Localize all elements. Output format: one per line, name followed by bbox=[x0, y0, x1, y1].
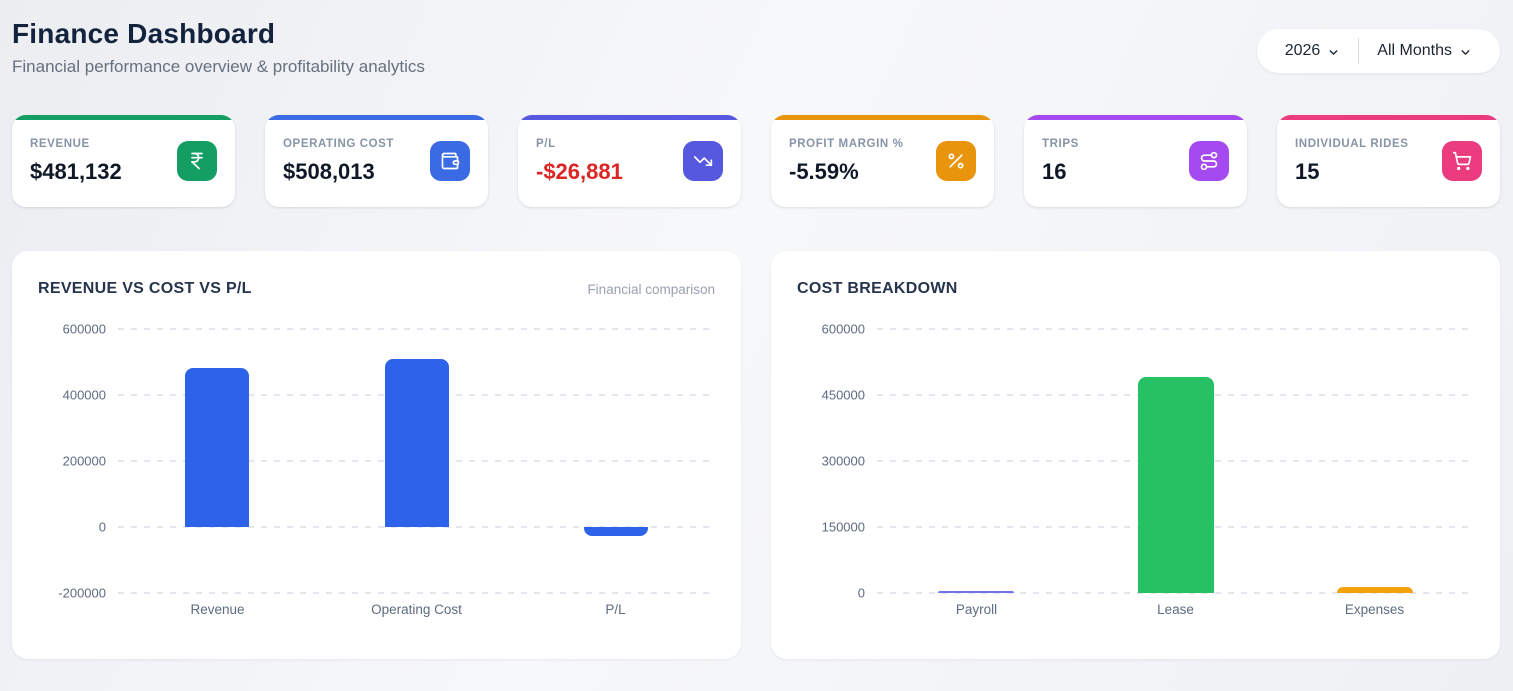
bar-p-l[interactable] bbox=[583, 527, 648, 536]
chart-title: COST BREAKDOWN bbox=[797, 280, 958, 297]
kpi-label: PROFIT MARGIN % bbox=[789, 137, 904, 150]
kpi-text: P/L -$26,881 bbox=[536, 138, 623, 185]
wallet-icon bbox=[430, 141, 470, 181]
page-header: Finance Dashboard Financial performance … bbox=[12, 18, 1500, 77]
x-tick-label: Operating Cost bbox=[371, 602, 462, 617]
finance-dashboard-page: Finance Dashboard Financial performance … bbox=[12, 18, 1500, 659]
indian-rupee-icon bbox=[177, 141, 217, 181]
gridline bbox=[118, 328, 711, 330]
x-axis: Payroll Lease Expenses bbox=[877, 602, 1474, 626]
y-tick-label: 0 bbox=[857, 585, 865, 601]
kpi-label: TRIPS bbox=[1042, 137, 1079, 150]
chevron-down-icon bbox=[1461, 49, 1470, 55]
chevron-down-icon bbox=[1329, 49, 1338, 55]
y-axis: 600000 450000 300000 150000 0 bbox=[797, 322, 877, 601]
kpi-card-trips: TRIPS 16 bbox=[1024, 115, 1247, 207]
chart-cost-breakdown: COST BREAKDOWN 600000 450000 300000 150000 0… bbox=[771, 251, 1500, 659]
y-tick-label: 200000 bbox=[62, 453, 106, 469]
bar-payroll[interactable] bbox=[938, 590, 1015, 593]
y-tick-label: 400000 bbox=[62, 387, 106, 403]
x-axis: Revenue Operating Cost P/L bbox=[118, 602, 715, 626]
kpi-text: REVENUE $481,132 bbox=[30, 138, 122, 185]
x-tick-label: P/L bbox=[605, 602, 626, 617]
month-select[interactable]: All Months bbox=[1359, 29, 1490, 73]
x-tick-label: Expenses bbox=[1344, 602, 1405, 617]
header-text-block: Finance Dashboard Financial performance … bbox=[12, 18, 425, 77]
plot-area: Revenue Operating Cost P/L bbox=[118, 328, 715, 626]
y-tick-label: 0 bbox=[98, 519, 106, 535]
plot bbox=[118, 328, 715, 594]
year-select[interactable]: 2026 bbox=[1267, 29, 1359, 73]
kpi-label: INDIVIDUAL RIDES bbox=[1295, 137, 1409, 150]
plot bbox=[877, 328, 1474, 594]
kpi-value: $481,132 bbox=[30, 158, 122, 184]
gridline bbox=[118, 592, 711, 594]
charts-row: REVENUE VS COST VS P/L Financial compari… bbox=[12, 251, 1500, 659]
kpi-text: OPERATING COST $508,013 bbox=[283, 138, 394, 185]
kpi-card-individual-rides: INDIVIDUAL RIDES 15 bbox=[1277, 115, 1500, 207]
gridline bbox=[877, 328, 1470, 330]
kpi-value: -$26,881 bbox=[536, 158, 623, 184]
kpi-text: TRIPS 16 bbox=[1042, 138, 1079, 185]
kpi-value: $508,013 bbox=[283, 158, 375, 184]
kpi-label: REVENUE bbox=[30, 137, 90, 150]
chart-revenue-vs-cost-vs-pl: REVENUE VS COST VS P/L Financial compari… bbox=[12, 251, 741, 659]
shopping-cart-icon bbox=[1442, 141, 1482, 181]
kpi-label: P/L bbox=[536, 137, 556, 150]
y-tick-label: -200000 bbox=[58, 585, 106, 601]
chart-subtitle: Financial comparison bbox=[587, 281, 715, 297]
kpi-text: PROFIT MARGIN % -5.59% bbox=[789, 138, 903, 185]
kpi-text: INDIVIDUAL RIDES 15 bbox=[1295, 138, 1409, 185]
bar-expenses[interactable] bbox=[1336, 587, 1413, 593]
kpi-card-pl: P/L -$26,881 bbox=[518, 115, 741, 207]
kpi-card-operating-cost: OPERATING COST $508,013 bbox=[265, 115, 488, 207]
chart-body: 600000 400000 200000 0 -200000 Revenue Operat… bbox=[38, 322, 715, 626]
x-tick-label: Payroll bbox=[955, 602, 998, 617]
chart-body: 600000 450000 300000 150000 0 Payroll Lease Ex… bbox=[797, 322, 1474, 626]
x-tick-label: Revenue bbox=[190, 602, 245, 617]
page-subtitle: Financial performance overview & profita… bbox=[12, 57, 425, 76]
y-tick-label: 300000 bbox=[821, 453, 865, 469]
year-select-label: 2026 bbox=[1284, 42, 1321, 59]
gridline bbox=[118, 526, 711, 528]
bar-revenue[interactable] bbox=[185, 368, 250, 527]
percent-icon bbox=[936, 141, 976, 181]
plot-area: Payroll Lease Expenses bbox=[877, 328, 1474, 626]
page-title: Finance Dashboard bbox=[12, 18, 276, 49]
accent-strip bbox=[1024, 115, 1247, 120]
y-tick-label: 150000 bbox=[821, 519, 865, 535]
chart-title: REVENUE VS COST VS P/L bbox=[38, 280, 252, 297]
trending-down-icon bbox=[683, 141, 723, 181]
bar-lease[interactable] bbox=[1137, 377, 1214, 593]
chart-header: COST BREAKDOWN bbox=[797, 280, 1474, 298]
y-axis: 600000 400000 200000 0 -200000 bbox=[38, 322, 118, 601]
chart-header: REVENUE VS COST VS P/L Financial compari… bbox=[38, 280, 715, 298]
accent-strip bbox=[771, 115, 994, 120]
kpi-value: -5.59% bbox=[789, 158, 859, 184]
kpi-row: REVENUE $481,132 OPERATING COST $508,013… bbox=[12, 115, 1500, 207]
month-select-label: All Months bbox=[1377, 42, 1452, 59]
filter-divider bbox=[1358, 38, 1360, 64]
accent-strip bbox=[518, 115, 741, 120]
filter-pill: 2026 All Months bbox=[1256, 29, 1500, 73]
gridline bbox=[877, 592, 1470, 594]
x-tick-label: Lease bbox=[1157, 602, 1194, 617]
accent-strip bbox=[265, 115, 488, 120]
y-tick-label: 450000 bbox=[821, 387, 865, 403]
kpi-value: 15 bbox=[1295, 158, 1320, 184]
kpi-value: 16 bbox=[1042, 158, 1067, 184]
kpi-card-profit-margin: PROFIT MARGIN % -5.59% bbox=[771, 115, 994, 207]
route-icon bbox=[1189, 141, 1229, 181]
y-tick-label: 600000 bbox=[821, 321, 865, 337]
accent-strip bbox=[1277, 115, 1500, 120]
accent-strip bbox=[12, 115, 235, 120]
y-tick-label: 600000 bbox=[62, 321, 106, 337]
kpi-card-revenue: REVENUE $481,132 bbox=[12, 115, 235, 207]
kpi-label: OPERATING COST bbox=[283, 137, 395, 150]
bar-operating-cost[interactable] bbox=[384, 359, 449, 527]
